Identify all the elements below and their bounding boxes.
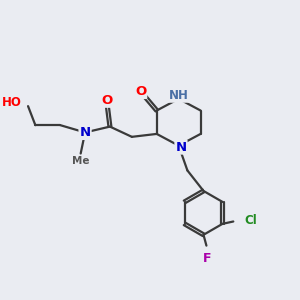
Text: Me: Me <box>72 156 89 166</box>
Text: HO: HO <box>2 96 22 109</box>
Text: N: N <box>176 141 187 154</box>
Text: O: O <box>135 85 146 98</box>
Text: Cl: Cl <box>244 214 257 227</box>
Text: O: O <box>101 94 112 107</box>
Text: NH: NH <box>169 89 189 102</box>
Text: N: N <box>80 126 91 139</box>
Text: F: F <box>203 252 212 265</box>
